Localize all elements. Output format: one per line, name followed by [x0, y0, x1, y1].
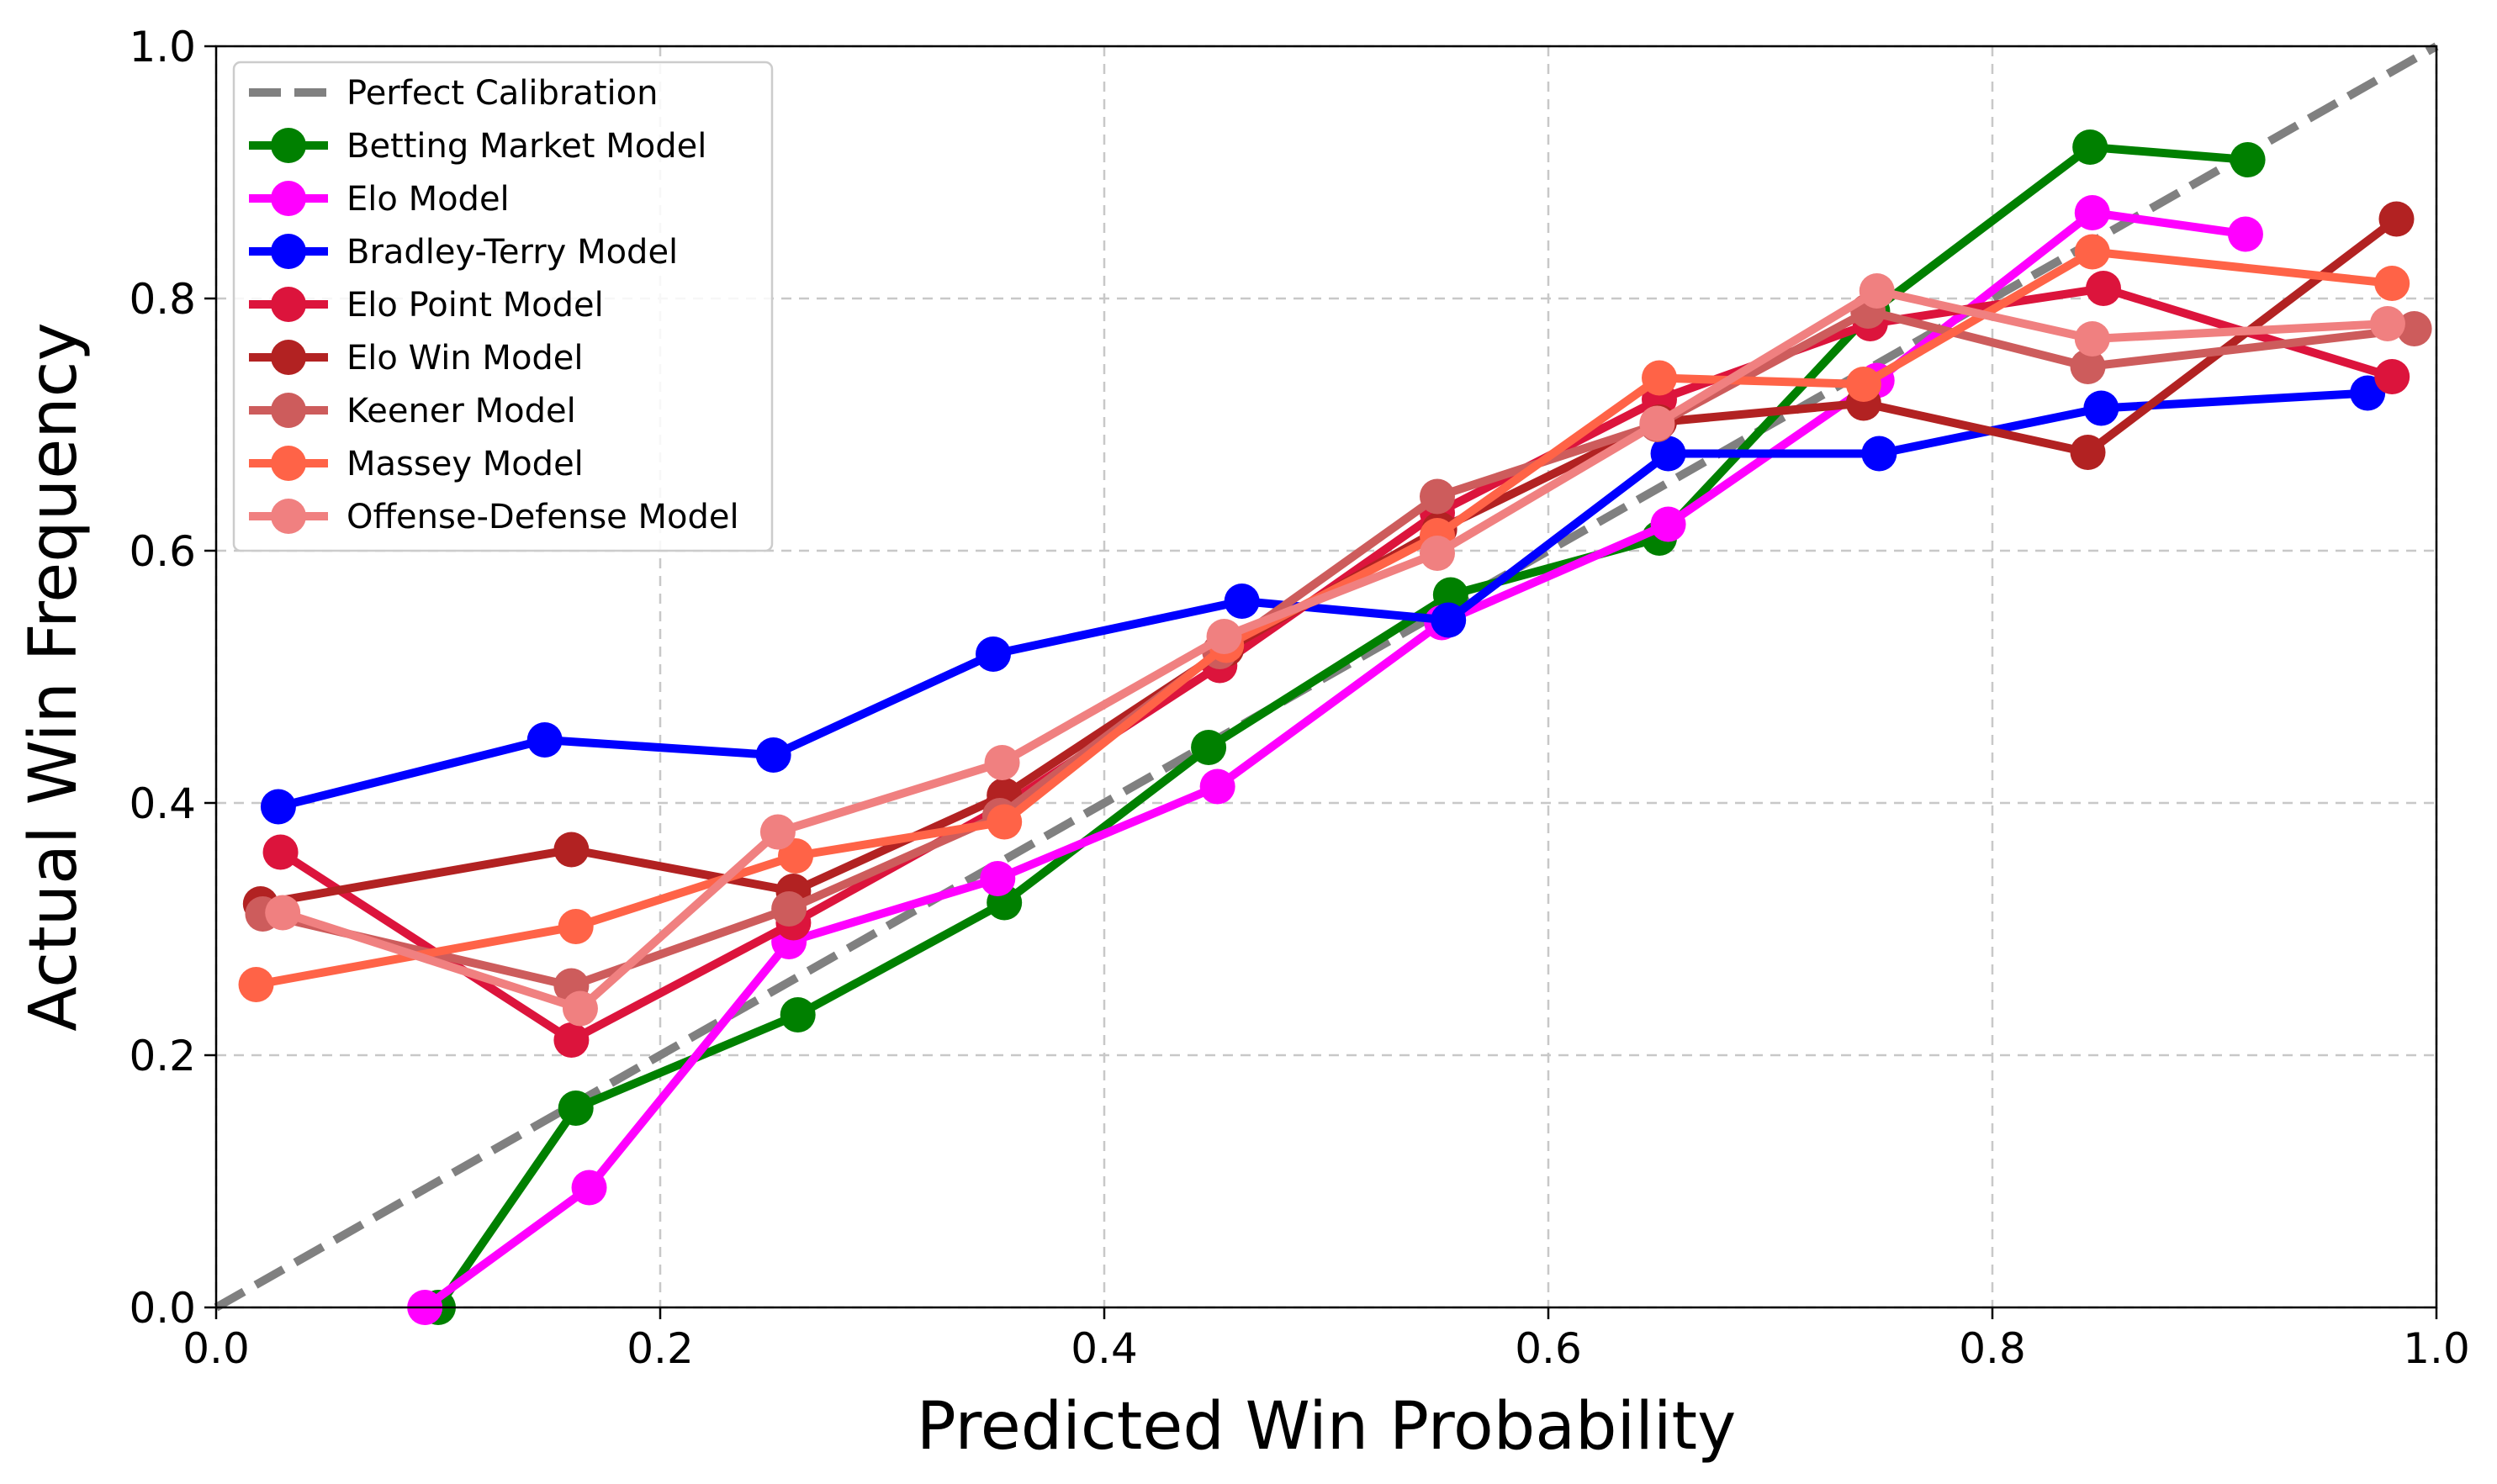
bradley-terry-model-point-6 [1650, 436, 1686, 472]
legend-label: Offense-Defense Model [347, 498, 739, 536]
legend-label: Bradley-Terry Model [347, 233, 678, 272]
offense-defense-model-point-4 [1206, 619, 1242, 654]
offense-defense-model-point-8 [2074, 321, 2110, 356]
bradley-terry-model-point-5 [1431, 602, 1467, 638]
y-tick-label-1: 0.2 [129, 1032, 196, 1080]
legend-entry-massey-model: Massey Model [249, 445, 584, 483]
bradley-terry-model-point-2 [755, 737, 791, 773]
massey-model-point-6 [1642, 360, 1677, 396]
legend-swatch-marker [271, 287, 306, 322]
massey-model-point-3 [987, 804, 1023, 840]
elo-point-model-point-8 [2086, 271, 2121, 306]
legend: Perfect Calibration Betting Market Model E… [232, 61, 774, 552]
elo-win-model-point-1 [553, 832, 590, 868]
betting-market-model-point-1 [558, 1091, 594, 1126]
legend-label: Elo Win Model [347, 339, 584, 378]
massey-model-point-9 [2374, 266, 2410, 301]
offense-defense-model-point-5 [1420, 536, 1455, 571]
bradley-terry-model-point-3 [976, 636, 1011, 672]
offense-defense-model-point-7 [1859, 273, 1895, 309]
legend-label: Elo Point Model [347, 286, 604, 325]
elo-model-point-1 [571, 1170, 607, 1206]
legend-swatch-marker [271, 128, 306, 163]
legend-entry-bradley-terry-model: Bradley-Terry Model [249, 233, 678, 272]
offense-defense-model-point-6 [1639, 405, 1675, 441]
legend-entry-elo-win-model: Elo Win Model [249, 339, 584, 378]
series-offense-defense-model [265, 273, 2405, 1027]
legend-box [232, 61, 774, 552]
axis-ticks: 0.0 0.2 0.4 0.6 0.8 1.0 0.0 0.2 0.4 0.6 0.8 1.0 [129, 23, 2469, 1373]
betting-market-model-point-5 [1432, 577, 1468, 613]
x-tick-label-3: 0.6 [1515, 1324, 1582, 1373]
bradley-terry-model-point-4 [1224, 584, 1260, 619]
bradley-terry-model-point-7 [1861, 436, 1897, 472]
elo-point-model-point-1 [553, 1022, 590, 1058]
keener-model-point-9 [2396, 311, 2432, 346]
legend-entry-betting-market-model: Betting Market Model [249, 127, 706, 166]
massey-model-point-7 [1845, 367, 1881, 402]
elo-model-point-4 [1199, 768, 1235, 805]
betting-market-model-point-4 [1191, 730, 1227, 765]
offense-defense-model-point-0 [265, 895, 301, 931]
legend-label: Keener Model [347, 392, 576, 430]
offense-defense-model-line [278, 287, 2392, 1013]
series-layer [238, 129, 2432, 1325]
betting-market-model-point-2 [780, 997, 816, 1032]
elo-model-line [421, 209, 2250, 1312]
elo-point-model-point-9 [2374, 359, 2410, 394]
x-tick-label-0: 0.0 [183, 1324, 250, 1373]
legend-swatch-marker [271, 340, 306, 375]
y-tick-label-0: 0.0 [129, 1284, 196, 1333]
elo-model-point-3 [980, 861, 1016, 896]
elo-model-point-8 [2074, 195, 2110, 230]
legend-label: Elo Model [347, 180, 510, 219]
betting-market-model-point-9 [2230, 142, 2266, 177]
legend-entry-keener-model: Keener Model [249, 392, 576, 430]
y-tick-label-5: 1.0 [129, 23, 196, 71]
elo-model-point-9 [2227, 216, 2263, 252]
elo-point-model-point-0 [262, 834, 299, 870]
legend-entry-perfect-calibration: Perfect Calibration [249, 74, 658, 113]
y-tick-label-2: 0.4 [129, 779, 196, 828]
y-tick-label-4: 0.8 [129, 275, 196, 324]
elo-win-model-point-8 [2070, 435, 2106, 470]
legend-entry-offense-defense-model: Offense-Defense Model [249, 498, 739, 536]
x-axis-title: Predicted Win Probability [917, 1389, 1737, 1465]
bradley-terry-model-point-1 [526, 722, 563, 758]
legend-swatch-marker [271, 234, 306, 269]
keener-model-point-5 [1420, 478, 1455, 515]
offense-defense-model-point-2 [759, 814, 796, 850]
plot-frame [214, 45, 2438, 1309]
x-tick-label-2: 0.4 [1071, 1324, 1138, 1373]
massey-model-point-1 [558, 909, 594, 944]
keener-model-line [258, 307, 2419, 990]
x-tick-label-5: 1.0 [2403, 1324, 2470, 1373]
offense-defense-model-point-9 [2369, 306, 2405, 341]
legend-swatch-marker [271, 446, 306, 481]
keener-model-point-2 [771, 891, 807, 927]
legend-swatch-marker [271, 393, 306, 428]
legend-swatch-marker [271, 499, 306, 534]
elo-model-point-6 [1650, 506, 1686, 542]
legend-entry-elo-model: Elo Model [249, 180, 510, 219]
massey-model-point-8 [2074, 234, 2110, 270]
elo-win-model-point-9 [2378, 201, 2415, 237]
offense-defense-model-point-1 [562, 990, 598, 1027]
legend-label: Perfect Calibration [347, 74, 658, 113]
keener-model-point-8 [2070, 349, 2106, 384]
bradley-terry-model-point-0 [260, 789, 296, 825]
offense-defense-model-point-3 [984, 745, 1020, 780]
legend-entry-elo-point-model: Elo Point Model [249, 286, 604, 325]
y-tick-label-3: 0.6 [129, 527, 196, 576]
y-axis-title: Actual Win Frequency [16, 322, 92, 1031]
massey-model-point-0 [238, 967, 274, 1002]
legend-swatch-marker [271, 181, 306, 216]
legend-label: Massey Model [347, 445, 584, 483]
bradley-terry-model-point-8 [2083, 390, 2119, 426]
betting-market-model-point-8 [2072, 129, 2108, 165]
x-tick-label-1: 0.2 [627, 1324, 694, 1373]
legend-label: Betting Market Model [347, 127, 706, 166]
x-tick-label-4: 0.8 [1959, 1324, 2026, 1373]
